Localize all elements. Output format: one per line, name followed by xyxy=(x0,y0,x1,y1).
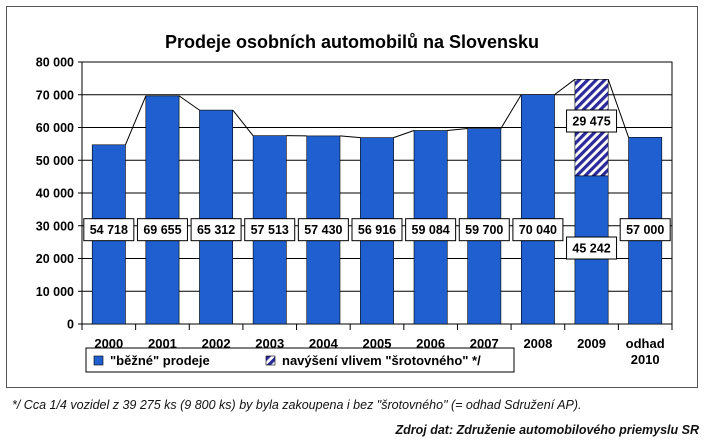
data-label-box xyxy=(512,218,564,242)
data-label: 65 312 xyxy=(197,223,235,237)
data-label: 69 655 xyxy=(143,223,181,237)
y-tick-label: 70 000 xyxy=(36,88,74,102)
series-line xyxy=(339,135,361,139)
x-tick-label: 2000 xyxy=(94,336,123,351)
series-line xyxy=(232,109,254,136)
data-label-box xyxy=(619,218,671,242)
y-tick-label: 40 000 xyxy=(36,187,74,201)
legend xyxy=(85,347,515,373)
footnote: */ Cca 1/4 vozidel z 39 275 ks (9 800 ks… xyxy=(12,398,582,412)
stack-data-label: 29 475 xyxy=(572,115,610,129)
series-line xyxy=(554,78,576,96)
x-tick-label: 2004 xyxy=(309,336,339,351)
data-label: 57 430 xyxy=(304,223,342,237)
data-label: 70 040 xyxy=(519,223,557,237)
data-label-box xyxy=(351,218,403,242)
data-label-box xyxy=(83,218,135,242)
y-tick-label: 0 xyxy=(67,318,74,332)
x-tick-label: 2005 xyxy=(363,336,392,351)
series-line xyxy=(124,95,147,145)
x-tick-label: 2006 xyxy=(416,336,445,351)
data-label-box xyxy=(297,218,349,242)
data-label-box xyxy=(136,218,188,242)
chart-title: Prodeje osobních automobilů na Slovensku xyxy=(165,32,539,52)
y-tick-label: 60 000 xyxy=(36,121,74,135)
x-tick-label: 2002 xyxy=(202,336,231,351)
data-label: 57 513 xyxy=(251,223,289,237)
chart-svg: Prodeje osobních automobilů na Slovensku… xyxy=(6,6,698,388)
x-tick-label: odhad xyxy=(626,336,665,351)
series-line xyxy=(500,94,522,129)
data-label-box xyxy=(405,218,457,242)
data-label-box xyxy=(244,218,296,242)
series-line xyxy=(178,95,200,111)
series-line xyxy=(447,127,468,131)
x-tick-label: 2007 xyxy=(470,336,499,351)
data-label: 59 084 xyxy=(412,223,450,237)
legend-label-srotovne: navýšení vlivem "šrotovného" */ xyxy=(282,353,481,368)
series-line xyxy=(393,130,415,139)
data-label-box xyxy=(566,236,618,260)
y-tick-label: 80 000 xyxy=(36,56,74,70)
legend-label-bezne: "běžné" prodeje xyxy=(110,353,210,368)
bar-bezne xyxy=(145,95,180,325)
y-tick-label: 50 000 xyxy=(36,154,74,168)
y-tick-label: 30 000 xyxy=(36,219,74,233)
data-label: 57 000 xyxy=(626,223,664,237)
x-tick-label: 2003 xyxy=(255,336,284,351)
data-label-box xyxy=(190,218,242,242)
legend-swatch-srotovne xyxy=(265,355,276,366)
data-label: 54 718 xyxy=(90,223,128,237)
data-source: Zdroj dat: Združenie automobilového prie… xyxy=(395,423,700,437)
x-tick-label: 2008 xyxy=(523,336,552,351)
bar-bezne xyxy=(520,94,555,325)
x-tick-label-line2: 2010 xyxy=(631,352,660,367)
data-label: 59 700 xyxy=(465,223,503,237)
bar-bezne xyxy=(199,109,234,325)
y-tick-label: 10 000 xyxy=(36,285,74,299)
y-tick-label: 20 000 xyxy=(36,252,74,266)
x-tick-label: 2009 xyxy=(577,336,606,351)
series-line xyxy=(607,79,630,138)
stack-data-label-box xyxy=(566,109,618,133)
x-tick-label: 2001 xyxy=(148,336,177,351)
data-label: 45 242 xyxy=(572,242,610,256)
chart-frame: Prodeje osobních automobilů na Slovensku… xyxy=(6,6,698,388)
data-label: 56 916 xyxy=(358,223,396,237)
legend-swatch-bezne xyxy=(93,355,104,366)
data-label-box xyxy=(458,218,510,242)
